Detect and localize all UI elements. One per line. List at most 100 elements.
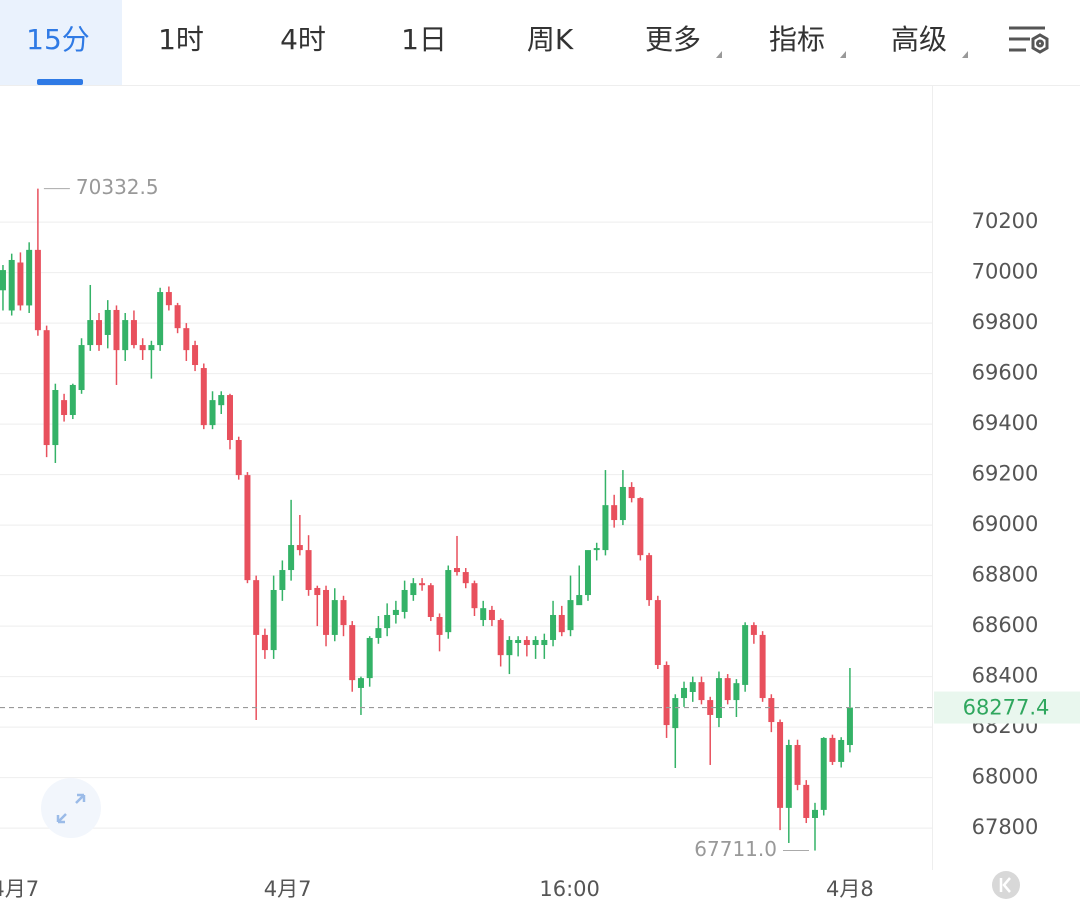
expand-button[interactable]	[41, 778, 101, 838]
candle-body	[846, 707, 853, 746]
candle-body	[0, 270, 6, 291]
y-tick-label: 68800	[972, 563, 1039, 587]
settings-icon[interactable]	[1009, 26, 1049, 54]
candle-body	[838, 739, 845, 762]
candle-body	[663, 664, 670, 726]
candle-body	[17, 262, 24, 306]
candle-body	[288, 545, 295, 571]
candle-body	[366, 637, 373, 679]
tab[interactable]: 1时	[158, 23, 204, 56]
candle-body	[130, 320, 137, 346]
tab[interactable]: 1日	[401, 23, 447, 56]
dropdown-arrow	[962, 51, 968, 58]
candle-body	[270, 589, 277, 651]
candle-body	[401, 589, 408, 612]
candle-body	[174, 305, 181, 329]
candle-body	[43, 330, 50, 446]
candle-body	[829, 737, 836, 762]
candle-body	[26, 249, 33, 306]
candle-body	[427, 585, 434, 618]
candle-body	[165, 292, 172, 306]
candle-body	[584, 550, 591, 596]
candle-body	[777, 722, 784, 808]
candle-body	[340, 600, 347, 626]
dropdown-arrow	[840, 51, 846, 58]
candle-body	[69, 384, 76, 416]
candle-body	[226, 395, 233, 441]
expand-icon	[56, 793, 86, 824]
candle-body	[794, 745, 801, 785]
y-tick-label: 68000	[972, 765, 1039, 789]
tab-label: 1日	[401, 23, 447, 56]
candle-body	[611, 505, 618, 521]
candle-body	[619, 486, 626, 521]
candle-body	[576, 595, 583, 606]
candle-body	[192, 345, 199, 366]
tab[interactable]: 更多	[645, 23, 722, 58]
candle-body	[61, 400, 68, 416]
y-tick-label: 69800	[972, 310, 1039, 334]
tab[interactable]: 高级	[891, 23, 968, 58]
plot: 6780068000682006840068600688006900069200…	[0, 175, 1080, 901]
candle-body	[78, 345, 85, 391]
candle-body	[803, 784, 810, 818]
candle-body	[52, 390, 59, 446]
annotation-label: 70332.5	[76, 175, 159, 199]
candle-body	[733, 683, 740, 701]
last-price-label: 68277.4	[963, 696, 1050, 720]
tab[interactable]: 4时	[280, 23, 326, 56]
tab-label: 1时	[158, 23, 204, 56]
candle-body	[750, 625, 757, 635]
candle-body	[707, 700, 714, 715]
back-to-latest-button[interactable]	[992, 871, 1020, 899]
candle-body	[471, 583, 478, 609]
candle-body	[646, 555, 653, 601]
candle-body	[261, 634, 268, 651]
icon-gear	[1031, 33, 1049, 54]
tab[interactable]: 指标	[769, 23, 846, 58]
candle-body	[488, 609, 495, 621]
tab-selected-bg	[0, 0, 122, 85]
candle-body	[681, 687, 688, 699]
candle-body	[724, 678, 731, 701]
candle-body	[323, 589, 330, 635]
tab[interactable]: 周K	[527, 23, 574, 56]
candle-body	[139, 345, 146, 351]
tab-label: 高级	[891, 23, 947, 56]
candle-body	[628, 486, 635, 499]
candle-body	[515, 639, 522, 644]
candle-body	[122, 320, 129, 351]
y-tick-label: 68400	[972, 664, 1039, 688]
candle-body	[104, 309, 111, 335]
x-tick-label: 4月7	[0, 877, 39, 901]
candle-body	[200, 368, 207, 426]
button-bg	[41, 778, 101, 838]
candle-body	[541, 639, 548, 646]
candle-body	[715, 678, 722, 718]
tab-bar: 15分 1时 4时 1日 周K 更多 指标 高级	[0, 0, 968, 85]
candle-body	[87, 320, 94, 346]
candle-body	[567, 600, 574, 631]
y-tick-label: 70000	[972, 260, 1039, 284]
candle-body	[384, 614, 391, 629]
tab-indicator	[37, 79, 83, 85]
candle-body	[436, 617, 443, 635]
candle-body	[357, 678, 364, 688]
tab[interactable]: 15分	[0, 0, 122, 85]
candle-body	[593, 548, 600, 551]
candle-body	[349, 625, 356, 681]
candle-body	[759, 634, 766, 699]
candle-body	[314, 587, 321, 596]
candle-body	[558, 614, 565, 633]
last-price-box	[934, 691, 1080, 724]
candle-body	[419, 583, 426, 586]
candle-body	[820, 737, 827, 810]
candle-body	[637, 498, 644, 556]
candle-body	[698, 682, 705, 701]
candle-body	[497, 620, 504, 656]
x-tick-label: 4月7	[264, 877, 312, 901]
annotation-label: 67711.0	[694, 837, 777, 861]
candle-body	[410, 583, 417, 596]
candle-body	[34, 249, 41, 331]
